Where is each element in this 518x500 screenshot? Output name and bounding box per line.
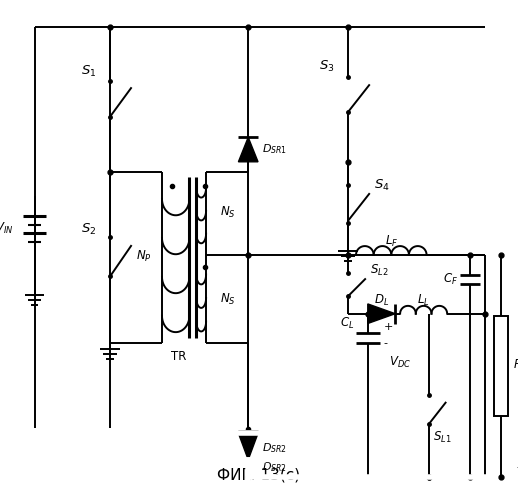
Text: +: + <box>383 322 393 332</box>
Text: $D_{SR2}$: $D_{SR2}$ <box>262 441 287 455</box>
Text: $S_{L2}$: $S_{L2}$ <box>370 263 388 278</box>
Text: $R_L$: $R_L$ <box>513 358 518 373</box>
Text: -: - <box>383 338 387 348</box>
Text: $N_P$: $N_P$ <box>136 250 152 264</box>
Text: +: + <box>517 264 518 274</box>
Text: $N_S$: $N_S$ <box>220 205 236 220</box>
Text: $N_S$: $N_S$ <box>220 292 236 306</box>
Text: $D_{SR2}$: $D_{SR2}$ <box>262 460 287 474</box>
Text: ФИГ. 13(с): ФИГ. 13(с) <box>218 468 300 483</box>
Text: $D_{SR1}$: $D_{SR1}$ <box>262 142 287 156</box>
Text: $C_L$: $C_L$ <box>340 316 354 331</box>
Text: $S_{L1}$: $S_{L1}$ <box>434 430 452 444</box>
Polygon shape <box>238 432 258 451</box>
Text: $S_4$: $S_4$ <box>373 178 390 193</box>
Text: $L_F$: $L_F$ <box>384 234 398 248</box>
Text: $L_L$: $L_L$ <box>418 292 430 308</box>
Bar <box>494 316 508 416</box>
Polygon shape <box>368 304 395 324</box>
Text: $V_{IN}$: $V_{IN}$ <box>0 221 13 236</box>
Text: TR: TR <box>171 350 187 364</box>
Text: $S_2$: $S_2$ <box>81 222 96 237</box>
Polygon shape <box>238 138 258 162</box>
Text: $C_F$: $C_F$ <box>443 272 458 287</box>
Polygon shape <box>238 434 258 460</box>
Text: $V_O$: $V_O$ <box>517 277 518 292</box>
Text: -: - <box>517 462 518 472</box>
Text: $S_1$: $S_1$ <box>81 64 96 79</box>
Text: $V_{DC}$: $V_{DC}$ <box>390 355 411 370</box>
Text: $D_L$: $D_L$ <box>374 292 389 308</box>
Text: $S_3$: $S_3$ <box>319 59 335 74</box>
